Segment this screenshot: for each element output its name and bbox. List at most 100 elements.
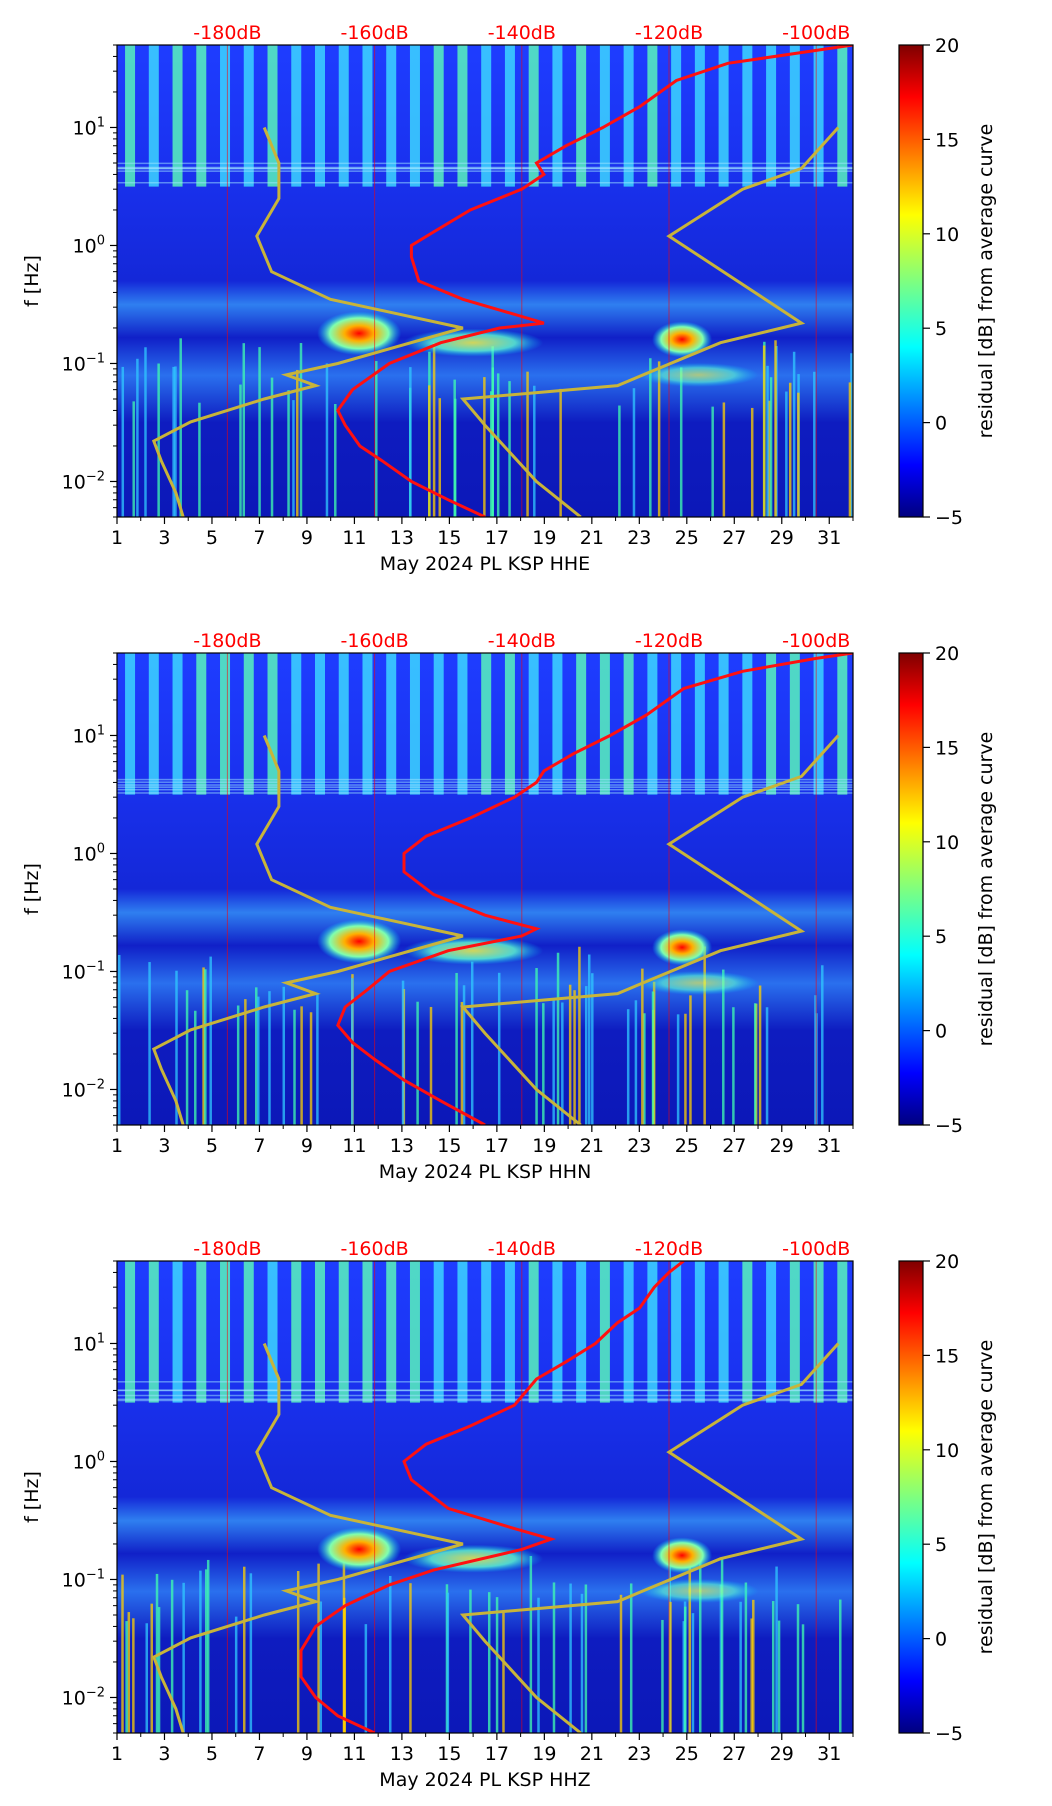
daily-stripe	[552, 653, 563, 795]
y-tick-label: 100	[73, 841, 105, 865]
event-spike	[121, 1574, 124, 1733]
low-noise-model-line	[151, 734, 464, 1125]
colorbar-label: residual [dB] from average curve	[975, 124, 997, 439]
y-tick-label: 100	[73, 1449, 105, 1473]
event-spike	[762, 345, 766, 517]
warm-band	[638, 970, 759, 995]
daily-stripe	[291, 653, 302, 795]
event-spike	[750, 407, 754, 517]
daily-stripe	[362, 45, 373, 187]
event-spike	[634, 1000, 638, 1125]
colorbar-tick-label: 0	[935, 1629, 947, 1651]
x-tick-label: 27	[722, 1743, 746, 1765]
colorbar-tick-label: 15	[935, 737, 959, 759]
x-tick-label: 5	[206, 1135, 218, 1157]
db-scale-label: -180dB	[193, 630, 261, 652]
event-spike	[416, 1001, 419, 1125]
noise-streak	[117, 1398, 853, 1401]
hotspot-day11	[317, 919, 402, 964]
daily-stripe	[433, 653, 444, 795]
colorbar-tick-label: 10	[935, 1440, 959, 1462]
daily-stripe	[386, 653, 397, 795]
event-spike	[542, 1003, 545, 1125]
event-spike	[651, 991, 655, 1125]
event-spike	[299, 343, 303, 517]
event-spike	[170, 1579, 174, 1733]
daily-stripe	[338, 1261, 349, 1403]
event-spike	[364, 1624, 368, 1733]
x-tick-label: 15	[437, 527, 461, 549]
event-spike	[242, 343, 246, 517]
daily-stripe	[671, 1261, 682, 1403]
noise-streak	[117, 162, 853, 165]
x-tick-label: 23	[627, 1135, 651, 1157]
event-spike	[758, 985, 762, 1125]
x-tick-label: 7	[253, 1743, 265, 1765]
event-spike	[766, 365, 769, 517]
event-spike	[684, 1606, 687, 1733]
colorbar-tick-label: 15	[935, 129, 959, 151]
y-tick-label: 10−1	[62, 1567, 105, 1591]
x-tick-label: 9	[301, 527, 313, 549]
x-tick-label: 29	[770, 1135, 794, 1157]
daily-stripe	[409, 1261, 420, 1403]
db-scale-label: -140dB	[488, 1238, 556, 1260]
daily-stripe	[837, 45, 848, 187]
event-spike	[148, 962, 151, 1125]
event-spike	[839, 1599, 842, 1733]
noise-streak	[117, 166, 853, 169]
daily-stripe	[552, 1261, 563, 1403]
event-spike	[661, 1619, 664, 1733]
x-tick-label: 5	[206, 1743, 218, 1765]
event-spike	[537, 1597, 540, 1733]
daily-stripe	[552, 45, 563, 187]
x-tick-label: 1	[111, 1135, 123, 1157]
event-spike	[508, 381, 511, 517]
daily-stripe	[599, 1261, 610, 1403]
daily-stripe	[338, 653, 349, 795]
event-spike	[292, 400, 295, 517]
spectrogram-image	[117, 45, 853, 517]
event-spike	[580, 1593, 584, 1733]
x-tick-label: 9	[301, 1743, 313, 1765]
noise-streak	[117, 778, 853, 781]
event-spike	[182, 1582, 185, 1733]
x-tick-label: 23	[627, 527, 651, 549]
event-spike	[750, 1618, 753, 1733]
spectrogram-image	[117, 653, 853, 1125]
daily-stripe	[718, 1261, 729, 1403]
noise-streak	[117, 167, 853, 170]
x-tick-label: 27	[722, 1135, 746, 1157]
colorbar-tick-label: 20	[935, 1251, 959, 1273]
event-spike	[568, 984, 572, 1125]
colorbar-tick-label: 5	[935, 1534, 947, 1556]
event-spike	[584, 986, 588, 1125]
y-tick-label: 10−2	[62, 469, 105, 493]
event-spike	[257, 996, 260, 1125]
x-tick-label: 21	[580, 1743, 604, 1765]
daily-stripe	[125, 45, 136, 187]
event-spike	[643, 1013, 646, 1125]
event-spike	[132, 1618, 135, 1733]
daily-stripe	[766, 1261, 777, 1403]
event-spike	[470, 961, 474, 1125]
event-spike	[502, 1612, 505, 1733]
hotspot-day25	[652, 321, 713, 358]
event-spike	[249, 1573, 253, 1733]
event-spike	[389, 1575, 392, 1733]
db-scale-label: -100dB	[782, 22, 850, 44]
event-spike	[649, 358, 652, 517]
x-tick-label: 9	[301, 1135, 313, 1157]
event-spike	[121, 366, 125, 517]
x-tick-label: 13	[390, 527, 414, 549]
daily-stripe	[386, 1261, 397, 1403]
event-spike	[657, 361, 661, 517]
noise-streak	[117, 1394, 853, 1397]
x-tick-label: 31	[817, 1135, 841, 1157]
x-tick-label: 3	[158, 1743, 170, 1765]
event-spike	[117, 954, 121, 1125]
db-scale-label: -160dB	[340, 22, 408, 44]
x-tick-label: 19	[532, 1743, 556, 1765]
event-spike	[125, 1621, 128, 1733]
x-tick-label: 25	[675, 1135, 699, 1157]
